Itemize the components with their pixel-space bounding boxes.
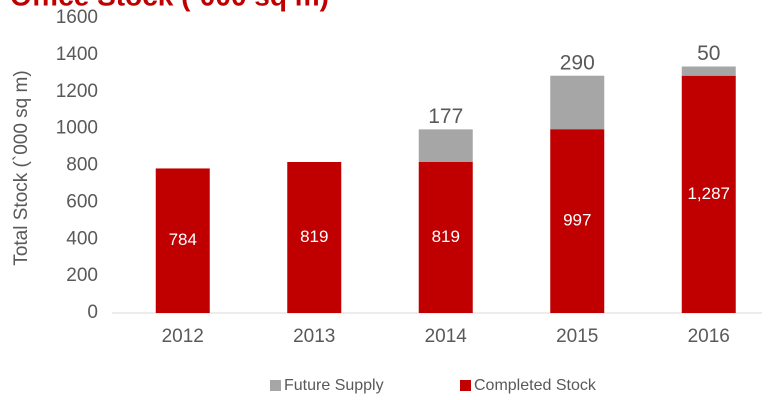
legend-swatch bbox=[460, 380, 471, 391]
data-label: 50 bbox=[697, 42, 720, 65]
bar-segment bbox=[550, 75, 605, 130]
data-label: 819 bbox=[300, 227, 328, 246]
y-tick-label: 200 bbox=[66, 265, 98, 286]
y-tick-label: 800 bbox=[66, 155, 98, 176]
bar-segment bbox=[681, 75, 736, 313]
y-tick-label: 0 bbox=[87, 302, 98, 323]
x-tick-label: 2015 bbox=[556, 326, 598, 347]
bar-segment bbox=[418, 161, 473, 313]
data-label: 997 bbox=[563, 211, 591, 230]
data-label: 290 bbox=[560, 51, 595, 74]
x-tick-label: 2016 bbox=[688, 326, 730, 347]
y-tick-label: 600 bbox=[66, 191, 98, 212]
bar-segment bbox=[287, 161, 342, 313]
x-tick-label: 2013 bbox=[293, 326, 335, 347]
bar-segment bbox=[418, 129, 473, 162]
legend-label: Completed Stock bbox=[474, 377, 597, 394]
bar-segment bbox=[681, 66, 736, 76]
data-label: 819 bbox=[432, 227, 460, 246]
chart-title: Office Stock (`000 sq m) bbox=[10, 0, 329, 11]
legend-swatch bbox=[270, 380, 281, 391]
y-axis-label: Total Stock (`000 sq m) bbox=[11, 70, 32, 265]
bar-segment bbox=[550, 129, 605, 313]
legend-label: Future Supply bbox=[284, 377, 384, 394]
data-label: 177 bbox=[428, 105, 463, 128]
y-tick-label: 1600 bbox=[56, 7, 98, 28]
x-tick-label: 2012 bbox=[162, 326, 204, 347]
bar-segment bbox=[155, 168, 210, 313]
y-tick-label: 1400 bbox=[56, 44, 98, 65]
x-tick-label: 2014 bbox=[425, 326, 468, 347]
y-tick-label: 400 bbox=[66, 228, 98, 249]
data-label: 1,287 bbox=[687, 184, 730, 203]
data-label: 784 bbox=[169, 230, 197, 249]
y-tick-label: 1000 bbox=[56, 118, 98, 139]
y-tick-label: 1200 bbox=[56, 81, 98, 102]
